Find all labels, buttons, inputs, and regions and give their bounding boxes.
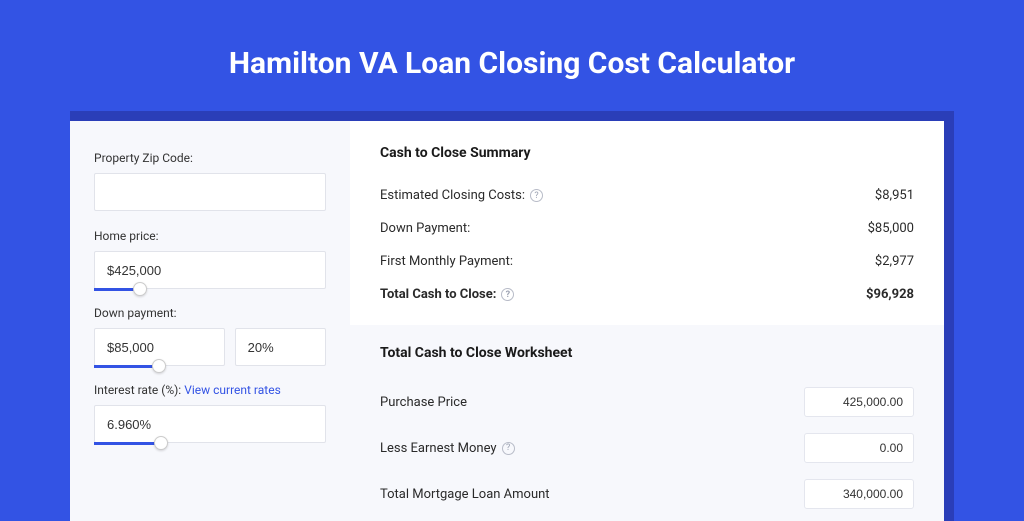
home-price-label: Home price:	[94, 229, 326, 243]
summary-title: Cash to Close Summary	[380, 145, 914, 161]
row-value: $2,977	[875, 254, 914, 269]
card-shadow: Property Zip Code: Home price: Down paym…	[70, 111, 954, 521]
worksheet-row: Total Second Mortgage Amount?	[380, 517, 914, 521]
worksheet-panel: Total Cash to Close Worksheet Purchase P…	[350, 325, 944, 521]
ws-input[interactable]	[804, 387, 914, 417]
row-label-text: Total Cash to Close:	[380, 287, 496, 302]
view-rates-link[interactable]: View current rates	[184, 383, 281, 397]
down-payment-label: Down payment:	[94, 306, 326, 320]
down-payment-pct-input[interactable]	[235, 328, 326, 366]
down-payment-field: Down payment:	[94, 306, 326, 366]
summary-row: First Monthly Payment: $2,977	[380, 245, 914, 278]
zip-label: Property Zip Code:	[94, 151, 326, 165]
summary-panel: Cash to Close Summary Estimated Closing …	[350, 121, 944, 521]
summary-row: Down Payment: $85,000	[380, 212, 914, 245]
interest-field: Interest rate (%): View current rates	[94, 383, 326, 443]
worksheet-row: Total Mortgage Loan Amount	[380, 471, 914, 517]
row-value: $8,951	[875, 188, 914, 203]
worksheet-title: Total Cash to Close Worksheet	[380, 345, 914, 361]
slider-track	[94, 442, 159, 445]
help-icon[interactable]: ?	[501, 288, 514, 301]
ws-label: Total Mortgage Loan Amount	[380, 487, 550, 502]
slider-thumb[interactable]	[133, 282, 147, 296]
worksheet-row: Less Earnest Money?	[380, 425, 914, 471]
help-icon[interactable]: ?	[502, 442, 515, 455]
home-price-field: Home price:	[94, 229, 326, 289]
row-value: $85,000	[868, 221, 914, 236]
interest-input[interactable]	[94, 405, 326, 443]
calculator-card: Property Zip Code: Home price: Down paym…	[70, 121, 944, 521]
row-value: $96,928	[866, 287, 914, 302]
slider-thumb[interactable]	[154, 436, 168, 450]
interest-label: Interest rate (%): View current rates	[94, 383, 326, 397]
worksheet-row: Purchase Price	[380, 379, 914, 425]
ws-input[interactable]	[804, 433, 914, 463]
help-icon[interactable]: ?	[530, 189, 543, 202]
slider-track	[94, 365, 159, 368]
ws-label: Less Earnest Money	[380, 441, 497, 456]
row-label-text: Down Payment:	[380, 221, 470, 236]
row-label-text: Estimated Closing Costs:	[380, 188, 525, 203]
summary-row: Estimated Closing Costs:? $8,951	[380, 179, 914, 212]
slider-thumb[interactable]	[152, 359, 166, 373]
summary-row-total: Total Cash to Close:? $96,928	[380, 278, 914, 311]
row-label-text: First Monthly Payment:	[380, 254, 513, 269]
interest-label-text: Interest rate (%):	[94, 383, 184, 397]
zip-input[interactable]	[94, 173, 326, 211]
zip-field: Property Zip Code:	[94, 151, 326, 211]
ws-label: Purchase Price	[380, 395, 467, 410]
page-title: Hamilton VA Loan Closing Cost Calculator	[0, 0, 1024, 111]
ws-input[interactable]	[804, 479, 914, 509]
input-panel: Property Zip Code: Home price: Down paym…	[70, 121, 350, 521]
home-price-input[interactable]	[94, 251, 326, 289]
